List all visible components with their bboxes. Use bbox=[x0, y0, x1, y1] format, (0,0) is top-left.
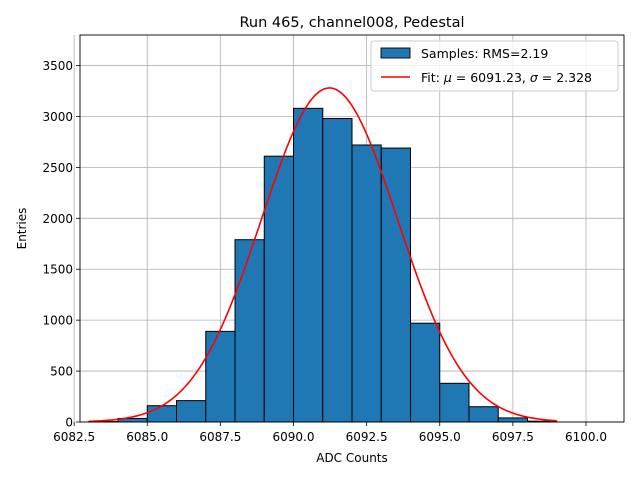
chart-title: Run 465, channel008, Pedestal bbox=[239, 15, 464, 31]
legend-fit-prefix: Fit: bbox=[421, 70, 444, 85]
y-axis-label: Entries bbox=[15, 208, 29, 250]
histogram-bar-12 bbox=[439, 382, 470, 423]
histogram-bar-7 bbox=[293, 107, 324, 423]
y-tick-label-6: 3000 bbox=[42, 110, 73, 124]
x-tick-label-6: 6097.5 bbox=[492, 430, 534, 444]
x-tick-label-1: 6085.0 bbox=[126, 430, 168, 444]
histogram-bar-4 bbox=[205, 330, 236, 423]
x-tick-label-0: 6082.5 bbox=[53, 430, 95, 444]
legend-label-fit: Fit: μ = 6091.23, σ = 2.328 bbox=[421, 70, 592, 85]
histogram-bar-9 bbox=[351, 144, 382, 423]
y-tick-label-5: 2500 bbox=[42, 161, 73, 175]
histogram-bar-8 bbox=[322, 118, 353, 423]
histogram-bar-13 bbox=[468, 406, 499, 423]
x-tick-label-4: 6092.5 bbox=[346, 430, 388, 444]
histogram-bar-11 bbox=[409, 322, 441, 423]
x-axis-ticks: 6082.5 6085.0 6087.5 6090.0 6092.5 6095.0 6097… bbox=[53, 422, 607, 444]
legend: Samples: RMS=2.19 Fit: μ = 6091.23, σ = … bbox=[370, 40, 619, 92]
histogram-bar-5 bbox=[234, 239, 265, 423]
y-tick-label-1: 500 bbox=[50, 365, 73, 379]
legend-fit-suffix: = 2.328 bbox=[538, 70, 592, 85]
legend-fit-mu: μ bbox=[443, 70, 452, 85]
histogram-bar-2 bbox=[146, 405, 178, 423]
histogram-bar-3 bbox=[176, 400, 207, 423]
x-axis-label: ADC Counts bbox=[316, 451, 388, 465]
y-tick-label-3: 1500 bbox=[42, 263, 73, 277]
fit-curve bbox=[88, 87, 557, 423]
y-axis-ticks: 0 500 1000 1500 2000 2500 3000 3500 bbox=[42, 59, 80, 430]
y-tick-label-4: 2000 bbox=[42, 212, 73, 226]
legend-fit-sigma: σ bbox=[530, 70, 539, 85]
legend-box bbox=[370, 40, 619, 92]
x-tick-label-3: 6090.0 bbox=[273, 430, 315, 444]
legend-fit-mid: = 6091.23, bbox=[452, 70, 530, 85]
legend-label-samples: Samples: RMS=2.19 bbox=[421, 46, 548, 61]
y-tick-label-7: 3500 bbox=[42, 59, 73, 73]
plot-frame bbox=[79, 34, 625, 423]
x-tick-label-2: 6087.5 bbox=[199, 430, 241, 444]
y-tick-label-0: 0 bbox=[65, 416, 73, 430]
histogram-bar-10 bbox=[380, 147, 411, 423]
y-tick-label-2: 1000 bbox=[42, 314, 73, 328]
x-tick-label-5: 6095.0 bbox=[419, 430, 461, 444]
histogram-bar-6 bbox=[263, 155, 295, 423]
x-tick-label-7: 6100.0 bbox=[565, 430, 607, 444]
histogram-bar-14 bbox=[497, 417, 528, 423]
legend-swatch-samples bbox=[380, 47, 411, 59]
